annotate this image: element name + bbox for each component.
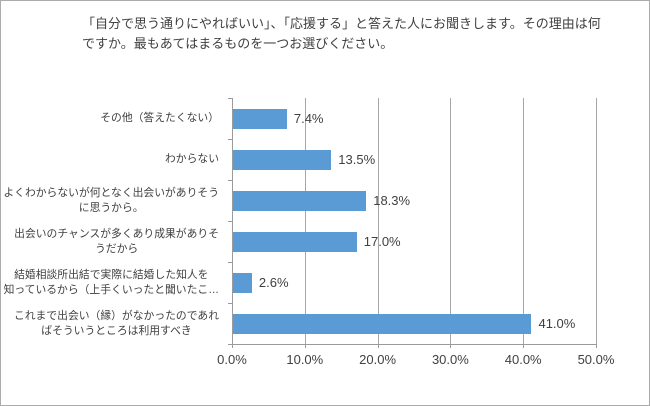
y-axis-tick [228, 303, 232, 304]
chart-title: 「自分で思う通りにやればいい」、「応援する」と答えた人にお聞きします。その理由は… [82, 16, 601, 51]
category-label: 結婚相談所出結で実際に結婚した知人を 知っているから（上手くいったと聞いたこ… [3, 268, 219, 296]
category-label: わからない [165, 153, 219, 165]
bar-value-label: 17.0% [363, 233, 401, 249]
bar-value-label: 18.3% [373, 192, 411, 208]
category-label: よくわからないが何となく出会いがありそう に思うから。 [3, 186, 219, 214]
y-axis-tick [228, 98, 232, 99]
bar [233, 149, 332, 170]
category-label-row: 出会いのチャンスが多くあり成果がありそ うだから [3, 221, 219, 262]
category-label: これまで出会い（縁）がなかったのであれ ばそういうところは利用すべき [13, 309, 219, 337]
x-axis-tick-label: 0.0% [217, 352, 247, 367]
bar-value-label: 2.6% [258, 274, 289, 290]
gridline [377, 98, 379, 344]
x-axis-tick [377, 344, 379, 348]
x-axis-tick-label: 20.0% [359, 352, 397, 367]
category-label-row: 結婚相談所出結で実際に結婚した知人を 知っているから（上手くいったと聞いたこ… [3, 262, 219, 303]
y-axis-tick [228, 221, 232, 222]
x-axis-tick [450, 344, 452, 348]
bar-value-label: 7.4% [293, 110, 324, 126]
x-axis-tick [304, 344, 306, 348]
bar [233, 190, 367, 211]
bar [233, 231, 357, 252]
x-axis-line [232, 344, 597, 345]
y-axis-line [232, 98, 233, 345]
gridline [523, 98, 525, 344]
x-axis-tick [523, 344, 525, 348]
gridline [596, 98, 597, 344]
category-label-row: よくわからないが何となく出会いがありそう に思うから。 [3, 180, 219, 221]
gridline [304, 98, 306, 344]
category-label: 出会いのチャンスが多くあり成果がありそ うだから [14, 227, 219, 255]
bar-value-label: 13.5% [338, 151, 376, 167]
gridline [450, 98, 452, 344]
y-axis-tick [228, 262, 232, 263]
x-axis-tick-label: 10.0% [286, 352, 324, 367]
category-label: その他（答えたくない） [100, 112, 219, 124]
bar [233, 108, 287, 129]
x-axis-tick-label: 50.0% [577, 352, 615, 367]
x-axis-tick-label: 40.0% [504, 352, 542, 367]
category-label-row: その他（答えたくない） [3, 98, 219, 139]
x-axis-tick [596, 344, 597, 348]
bar-value-label: 41.0% [538, 315, 576, 331]
y-axis-tick [228, 344, 232, 345]
y-axis-tick [228, 139, 232, 140]
y-axis-tick [228, 180, 232, 181]
x-axis-tick-label: 30.0% [431, 352, 469, 367]
x-axis-tick [232, 344, 233, 348]
category-label-row: これまで出会い（縁）がなかったのであれ ばそういうところは利用すべき [3, 303, 219, 344]
bar [233, 313, 532, 334]
category-label-row: わからない [3, 139, 219, 180]
bar [233, 272, 252, 293]
